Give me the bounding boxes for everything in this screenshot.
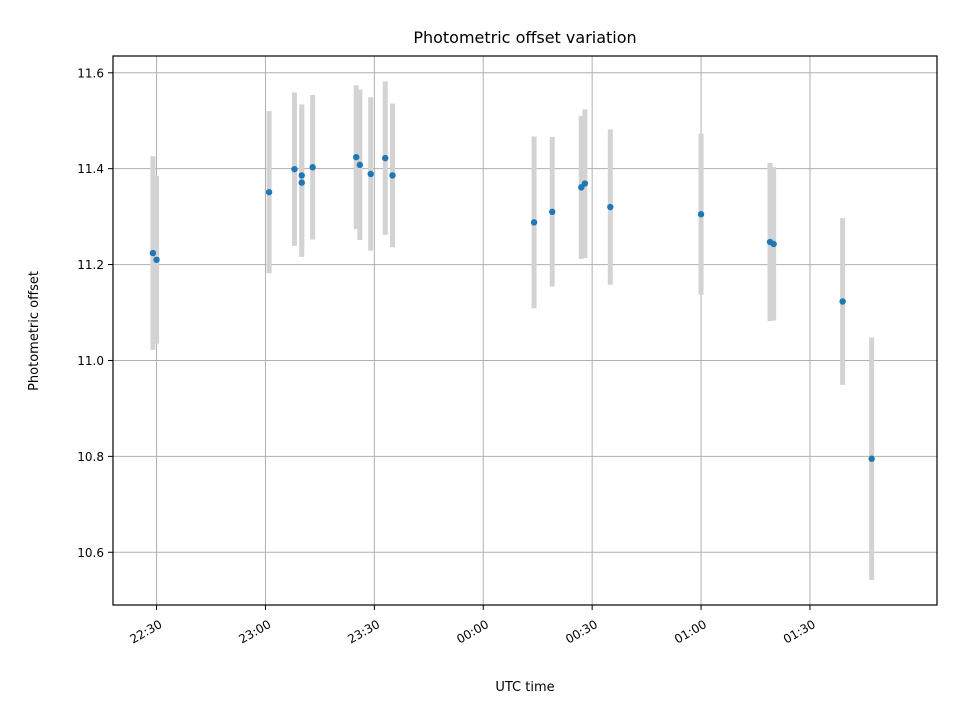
- y-tick-label: 11.6: [77, 66, 104, 80]
- y-tick-label: 10.6: [77, 546, 104, 560]
- data-point: [868, 455, 875, 462]
- data-point: [549, 208, 556, 216]
- x-axis-label: UTC time: [495, 680, 554, 695]
- y-axis-label: Photometric offset: [27, 271, 42, 391]
- data-point: [581, 180, 589, 187]
- y-axis-ticks: 10.6 10.8 11.0 11.2 11.4 11.6: [77, 66, 113, 560]
- chart-title: Photometric offset variation: [413, 28, 636, 47]
- data-point: [298, 179, 305, 186]
- data-point: [298, 172, 305, 179]
- data-point: [309, 164, 316, 171]
- data-point: [607, 203, 614, 211]
- data-point: [291, 165, 298, 173]
- data-points: [149, 153, 875, 462]
- grid-lines: [113, 56, 937, 605]
- data-point: [389, 172, 396, 179]
- y-tick-label: 11.4: [77, 162, 104, 176]
- y-tick-label: 10.8: [77, 450, 104, 464]
- data-point: [353, 153, 360, 161]
- data-point: [153, 256, 160, 263]
- data-point: [697, 211, 705, 218]
- y-tick-label: 11.0: [77, 354, 104, 368]
- data-point: [149, 249, 157, 257]
- data-point: [367, 170, 374, 178]
- data-point: [356, 161, 364, 169]
- data-point: [839, 298, 846, 305]
- data-point: [770, 240, 777, 248]
- data-point: [530, 219, 538, 226]
- plot-frame: [112, 55, 938, 606]
- data-point: [382, 154, 389, 162]
- y-tick-label: 11.2: [77, 258, 104, 272]
- data-point: [265, 188, 273, 196]
